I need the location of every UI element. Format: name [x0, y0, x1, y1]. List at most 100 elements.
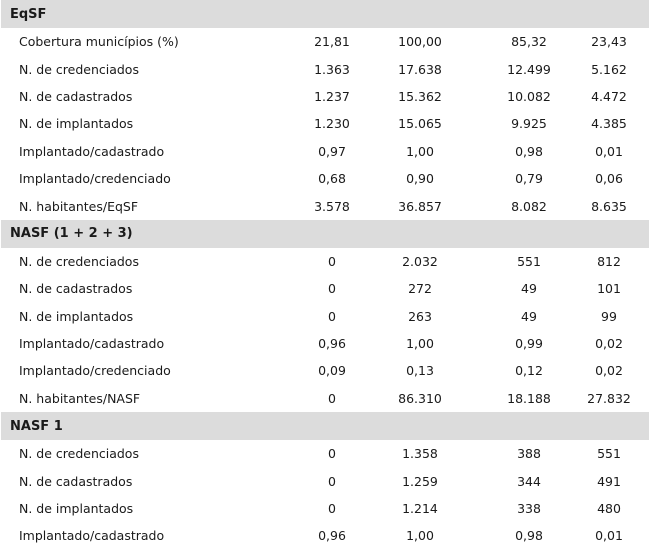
table-row: N. de implantados 0 1.214 338 480 [1, 495, 649, 522]
cell-value: 100,00 [398, 34, 442, 50]
cell-value: 338 [517, 501, 541, 517]
row-label: N. de cadastrados [19, 281, 133, 297]
table-row: N. de cadastrados 0 1.259 344 491 [1, 467, 649, 494]
section-header-eqsf: EqSF [1, 0, 649, 28]
cell-value: 2.032 [402, 253, 438, 269]
cell-value: 4.472 [591, 88, 627, 104]
cell-value: 272 [408, 281, 432, 297]
table-row: N. habitantes/NASF 0 86.310 18.188 27.83… [1, 385, 649, 412]
table-row: Implantado/credenciado 0,09 0,13 0,12 0,… [1, 357, 649, 384]
cell-value: 491 [597, 473, 621, 489]
row-label: N. de cadastrados [19, 473, 133, 489]
cell-value: 0,68 [318, 171, 346, 187]
cell-value: 0,01 [595, 528, 623, 544]
cell-value: 812 [597, 253, 621, 269]
cell-value: 99 [601, 308, 617, 324]
cell-value: 1.214 [402, 501, 438, 517]
cell-value: 49 [521, 308, 537, 324]
row-label: N. habitantes/NASF [19, 390, 141, 406]
cell-value: 1,00 [406, 528, 434, 544]
table-row: N. de credenciados 1.363 17.638 12.499 5… [1, 55, 649, 82]
cell-value: 0,02 [595, 363, 623, 379]
table-row: Implantado/cadastrado 0,96 1,00 0,99 0,0… [1, 330, 649, 357]
cell-value: 101 [597, 281, 621, 297]
row-label: Implantado/cadastrado [19, 336, 165, 352]
cell-value: 5.162 [591, 61, 627, 77]
cell-value: 15.065 [398, 116, 442, 132]
cell-value: 0 [328, 390, 336, 406]
cell-value: 0,13 [406, 363, 434, 379]
row-label: N. de implantados [19, 308, 134, 324]
table-row: Implantado/cadastrado 0,97 1,00 0,98 0,0… [1, 138, 649, 165]
cell-value: 36.857 [398, 198, 442, 214]
cell-value: 0,79 [515, 171, 543, 187]
cell-value: 49 [521, 281, 537, 297]
cell-value: 85,32 [511, 34, 547, 50]
row-label: Cobertura municípios (%) [19, 34, 179, 50]
cell-value: 23,43 [591, 34, 627, 50]
cell-value: 17.638 [398, 61, 442, 77]
cell-value: 1.363 [314, 61, 350, 77]
cell-value: 15.362 [398, 88, 442, 104]
table-row: N. habitantes/EqSF 3.578 36.857 8.082 8.… [1, 192, 649, 219]
row-label: N. de credenciados [19, 253, 139, 269]
cell-value: 1,00 [406, 143, 434, 159]
cell-value: 0,96 [318, 528, 346, 544]
cell-value: 0,06 [595, 171, 623, 187]
cell-value: 1.358 [402, 446, 438, 462]
cell-value: 0,01 [595, 143, 623, 159]
cell-value: 0,02 [595, 336, 623, 352]
cell-value: 8.082 [511, 198, 547, 214]
cell-value: 12.499 [507, 61, 551, 77]
cell-value: 0,90 [406, 171, 434, 187]
cell-value: 551 [517, 253, 541, 269]
cell-value: 0 [328, 281, 336, 297]
table-row: N. de credenciados 0 2.032 551 812 [1, 248, 649, 275]
row-label: N. de implantados [19, 116, 134, 132]
row-label: N. de credenciados [19, 61, 139, 77]
cell-value: 0 [328, 253, 336, 269]
table-row: Cobertura municípios (%) 21,81 100,00 85… [1, 28, 649, 55]
row-label: N. de implantados [19, 501, 134, 517]
cell-value: 0,96 [318, 336, 346, 352]
cell-value: 0,09 [318, 363, 346, 379]
table-row: Implantado/cadastrado 0,96 1,00 0,98 0,0… [1, 522, 649, 549]
table-row: N. de implantados 1.230 15.065 9.925 4.3… [1, 110, 649, 137]
row-label: Implantado/cadastrado [19, 143, 165, 159]
cell-value: 0 [328, 501, 336, 517]
table-row: N. de cadastrados 0 272 49 101 [1, 275, 649, 302]
cell-value: 0,12 [515, 363, 543, 379]
row-label: N. habitantes/EqSF [19, 198, 139, 214]
row-label: Implantado/cadastrado [19, 528, 165, 544]
cell-value: 21,81 [314, 34, 350, 50]
cell-value: 263 [408, 308, 432, 324]
cell-value: 9.925 [511, 116, 547, 132]
cell-value: 1,00 [406, 336, 434, 352]
cell-value: 551 [597, 446, 621, 462]
cell-value: 8.635 [591, 198, 627, 214]
cell-value: 27.832 [587, 390, 631, 406]
cell-value: 3.578 [314, 198, 350, 214]
cell-value: 0 [328, 473, 336, 489]
table-row: N. de credenciados 0 1.358 388 551 [1, 440, 649, 467]
cell-value: 1.230 [314, 116, 350, 132]
cell-value: 0,97 [318, 143, 346, 159]
cell-value: 388 [517, 446, 541, 462]
row-label: Implantado/credenciado [19, 171, 171, 187]
cell-value: 86.310 [398, 390, 442, 406]
row-label: N. de credenciados [19, 446, 139, 462]
cell-value: 0,99 [515, 336, 543, 352]
cell-value: 4.385 [591, 116, 627, 132]
cell-value: 0 [328, 446, 336, 462]
row-label: Implantado/credenciado [19, 363, 171, 379]
row-label: N. de cadastrados [19, 88, 133, 104]
cell-value: 10.082 [507, 88, 551, 104]
table-row: N. de cadastrados 1.237 15.362 10.082 4.… [1, 83, 649, 110]
cell-value: 1.237 [314, 88, 350, 104]
table-row: N. de implantados 0 263 49 99 [1, 303, 649, 330]
cell-value: 0,98 [515, 143, 543, 159]
table-row: Implantado/credenciado 0,68 0,90 0,79 0,… [1, 165, 649, 192]
cell-value: 0 [328, 308, 336, 324]
cell-value: 344 [517, 473, 541, 489]
